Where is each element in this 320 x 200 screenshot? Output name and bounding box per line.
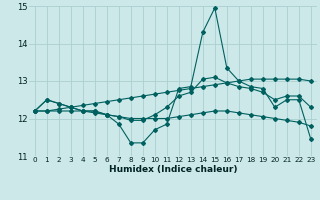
X-axis label: Humidex (Indice chaleur): Humidex (Indice chaleur) — [108, 165, 237, 174]
